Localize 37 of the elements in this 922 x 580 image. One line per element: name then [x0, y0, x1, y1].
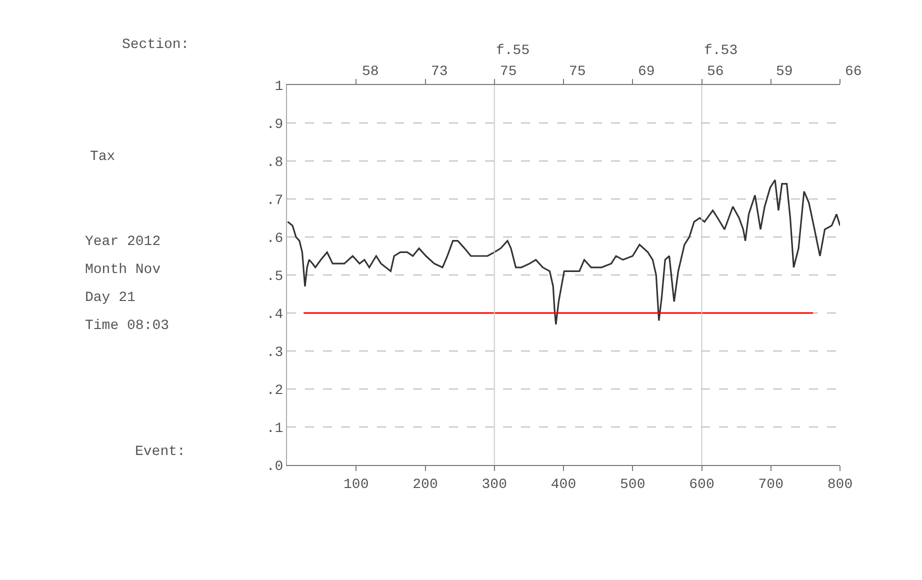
- text: Event:: [135, 444, 186, 460]
- x-tick-label: 500: [620, 476, 646, 493]
- ref-line-label: f.55: [496, 43, 530, 59]
- y-tick-label: .6: [266, 230, 284, 247]
- x-tick-label: 700: [758, 476, 784, 493]
- x-tick-label: 400: [550, 476, 576, 493]
- y-tick-label: .5: [266, 268, 284, 285]
- y-tick-label: .4: [266, 306, 284, 323]
- y-tick-label: .2: [266, 382, 284, 399]
- text: 75: [500, 64, 517, 80]
- line-series: [287, 179, 840, 326]
- x-tick-label: 800: [827, 476, 853, 493]
- y-tick-label: .8: [266, 154, 284, 171]
- x-tick-label: 300: [482, 476, 507, 493]
- text: Tax: [90, 149, 116, 165]
- text: 58: [362, 64, 379, 80]
- y-tick-label: 1: [274, 78, 284, 95]
- y-tick-label: .0: [266, 458, 284, 475]
- text: Time 08:03: [85, 318, 170, 334]
- text: Section:: [122, 37, 190, 53]
- text: 69: [638, 64, 655, 80]
- text: Year 2012: [85, 234, 161, 250]
- text: 73: [431, 64, 448, 80]
- text: 75: [569, 64, 586, 80]
- x-tick-label: 600: [689, 476, 714, 493]
- text: 66: [845, 64, 862, 80]
- x-tick-label: 100: [344, 476, 369, 493]
- y-tick-label: .7: [266, 192, 284, 209]
- y-tick-label: .1: [266, 420, 284, 437]
- text: 56: [707, 64, 724, 80]
- y-tick-label: .3: [266, 344, 284, 361]
- y-tick-label: .9: [266, 116, 284, 133]
- x-tick-label: 200: [412, 476, 438, 493]
- text: Month Nov: [85, 262, 161, 278]
- text: Day 21: [85, 290, 136, 306]
- text: 59: [776, 64, 793, 80]
- ref-line-label: f.53: [704, 43, 738, 59]
